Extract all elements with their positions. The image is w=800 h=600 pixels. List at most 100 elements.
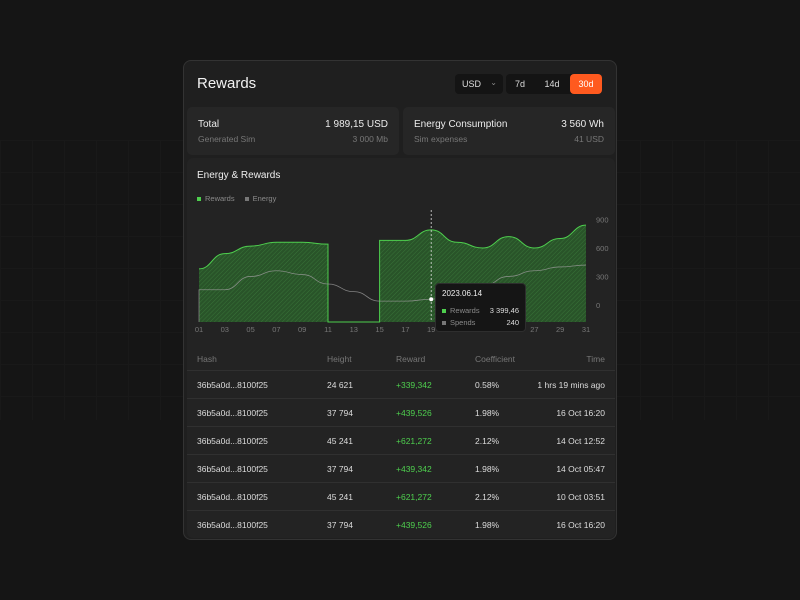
cell-height: 45 241 xyxy=(327,492,353,502)
cell-reward: +621,272 xyxy=(396,492,432,502)
cell-coefficient: 0.58% xyxy=(475,380,500,390)
x-tick-label: 13 xyxy=(350,325,358,334)
tooltip-swatch xyxy=(442,308,446,313)
cell-reward: +621,272 xyxy=(396,436,432,446)
legend-item-rewards[interactable]: Rewards xyxy=(197,194,235,203)
energy-rewards-chart[interactable]: 9006003000010305070911131517192123252729… xyxy=(187,158,615,346)
chart-legend: Rewards Energy xyxy=(197,194,276,203)
column-header-time[interactable]: Time xyxy=(586,354,605,364)
table-row[interactable]: 36b5a0d...8100f25 45 241 +621,272 2.12% 14 O… xyxy=(187,427,615,455)
card-header: Rewards USD ⌄ 7d 14d 30d xyxy=(184,61,616,107)
stat-value: 1 989,15 USD xyxy=(325,119,388,130)
stat-label: Total xyxy=(198,119,220,130)
chart-table-panel: Energy & Rewards Rewards Energy 900 600 30… xyxy=(187,158,615,538)
tooltip-swatch xyxy=(442,320,446,325)
cell-height: 24 621 xyxy=(327,380,353,390)
cell-time: 16 Oct 16:20 xyxy=(556,408,605,418)
tooltip-date: 2023.06.14 xyxy=(442,289,483,298)
y-tick-label: 600 xyxy=(596,244,609,253)
cell-time: 14 Oct 05:47 xyxy=(556,464,605,474)
stat-sub-value: 41 USD xyxy=(574,134,604,144)
range-7d-button[interactable]: 7d xyxy=(514,79,525,89)
chart-tooltip: 2023.06.14 Rewards 3 399,46 Spends 240 xyxy=(435,283,526,332)
tooltip-row-rewards: Rewards 3 399,46 xyxy=(442,306,519,315)
tooltip-label: Spends xyxy=(450,318,476,327)
cell-height: 37 794 xyxy=(327,464,353,474)
x-tick-label: 17 xyxy=(401,325,409,334)
cell-hash: 36b5a0d...8100f25 xyxy=(197,380,268,390)
highlight-point xyxy=(429,297,434,302)
tooltip-value: 3 399,46 xyxy=(489,306,519,315)
y-tick-label: 900 xyxy=(596,215,609,224)
legend-swatch xyxy=(244,196,249,201)
table-row[interactable]: 36b5a0d...8100f25 45 241 +621,272 2.12% 10 O… xyxy=(187,483,615,511)
chevron-down-icon: ⌄ xyxy=(490,78,497,87)
column-header-reward[interactable]: Reward xyxy=(396,354,426,364)
cell-height: 37 794 xyxy=(327,408,353,418)
x-tick-label: 19 xyxy=(427,325,435,334)
stat-sub-label: Sim expenses xyxy=(414,134,468,144)
y-tick-label: 0 xyxy=(596,301,600,310)
cell-hash: 36b5a0d...8100f25 xyxy=(197,492,268,502)
tooltip-row-spends: Spends 240 xyxy=(442,318,519,327)
tooltip-value: 240 xyxy=(506,318,519,327)
cell-hash: 36b5a0d...8100f25 xyxy=(197,520,268,530)
column-header-coefficient[interactable]: Coefficient xyxy=(475,354,516,364)
cell-time: 10 Oct 03:51 xyxy=(556,492,605,502)
table-row[interactable]: 36b5a0d...8100f25 37 794 +439,342 1.98% 14 O… xyxy=(187,455,615,483)
legend-label: Rewards xyxy=(205,194,235,203)
currency-select[interactable]: USD ⌄ xyxy=(455,74,503,94)
cell-coefficient: 1.98% xyxy=(475,464,500,474)
cell-time: 16 Oct 16:20 xyxy=(556,520,605,530)
x-tick-label: 09 xyxy=(298,325,306,334)
stat-label: Energy Consumption xyxy=(414,119,508,130)
column-header-height[interactable]: Height xyxy=(327,354,352,364)
cell-height: 37 794 xyxy=(327,520,353,530)
x-tick-label: 15 xyxy=(375,325,383,334)
table-row[interactable]: 36b5a0d...8100f25 24 621 +339,342 0.58% 1 hr… xyxy=(187,371,615,399)
column-header-hash[interactable]: Hash xyxy=(197,354,217,364)
cell-coefficient: 2.12% xyxy=(475,492,500,502)
x-tick-label: 11 xyxy=(324,325,332,334)
table-header: Hash Height Reward Coefficient Time xyxy=(187,346,615,371)
cell-coefficient: 1.98% xyxy=(475,408,500,418)
cell-reward: +339,342 xyxy=(396,380,432,390)
cell-hash: 36b5a0d...8100f25 xyxy=(197,408,268,418)
rewards-card: Rewards USD ⌄ 7d 14d 30d Total 1 989,15 … xyxy=(183,60,617,540)
range-selector: 7d 14d 30d xyxy=(506,74,602,94)
legend-item-energy[interactable]: Energy xyxy=(244,194,277,203)
table-row[interactable]: 36b5a0d...8100f25 37 794 +439,526 1.98% 16 O… xyxy=(187,511,615,539)
cell-hash: 36b5a0d...8100f25 xyxy=(197,436,268,446)
legend-swatch xyxy=(197,196,201,201)
y-tick-label: 300 xyxy=(596,272,609,281)
cell-reward: +439,526 xyxy=(396,520,432,530)
cell-time: 1 hrs 19 mins ago xyxy=(537,380,605,390)
energy-stat-card: Energy Consumption 3 560 Wh Sim expenses… xyxy=(403,107,615,155)
rewards-table: Hash Height Reward Coefficient Time 36b5… xyxy=(187,346,615,539)
table-row[interactable]: 36b5a0d...8100f25 37 794 +439,526 1.98% 16 O… xyxy=(187,399,615,427)
stat-sub-label: Generated Sim xyxy=(198,134,256,144)
cell-time: 14 Oct 12:52 xyxy=(556,436,605,446)
energy-line xyxy=(198,264,587,322)
cell-reward: +439,342 xyxy=(396,464,432,474)
x-tick-label: 29 xyxy=(556,325,564,334)
cell-coefficient: 1.98% xyxy=(475,520,500,530)
cell-coefficient: 2.12% xyxy=(475,436,500,446)
chart-title: Energy & Rewards xyxy=(197,170,281,181)
cell-height: 45 241 xyxy=(327,436,353,446)
range-14d-button[interactable]: 14d xyxy=(544,79,560,89)
total-stat-card: Total 1 989,15 USD Generated Sim 3 000 M… xyxy=(187,107,399,155)
table-body: 36b5a0d...8100f25 24 621 +339,342 0.58% 1 hr… xyxy=(187,371,615,539)
range-30d-button[interactable]: 30d xyxy=(570,74,602,94)
rewards-line xyxy=(198,224,587,323)
stat-value: 3 560 Wh xyxy=(561,119,604,130)
x-tick-label: 01 xyxy=(195,325,203,334)
page-title: Rewards xyxy=(197,75,257,92)
rewards-area xyxy=(199,225,586,322)
x-tick-label: 03 xyxy=(221,325,229,334)
cell-hash: 36b5a0d...8100f25 xyxy=(197,464,268,474)
x-tick-label: 07 xyxy=(272,325,280,334)
x-tick-label: 05 xyxy=(246,325,254,334)
x-tick-label: 27 xyxy=(530,325,538,334)
legend-label: Energy xyxy=(252,194,277,203)
